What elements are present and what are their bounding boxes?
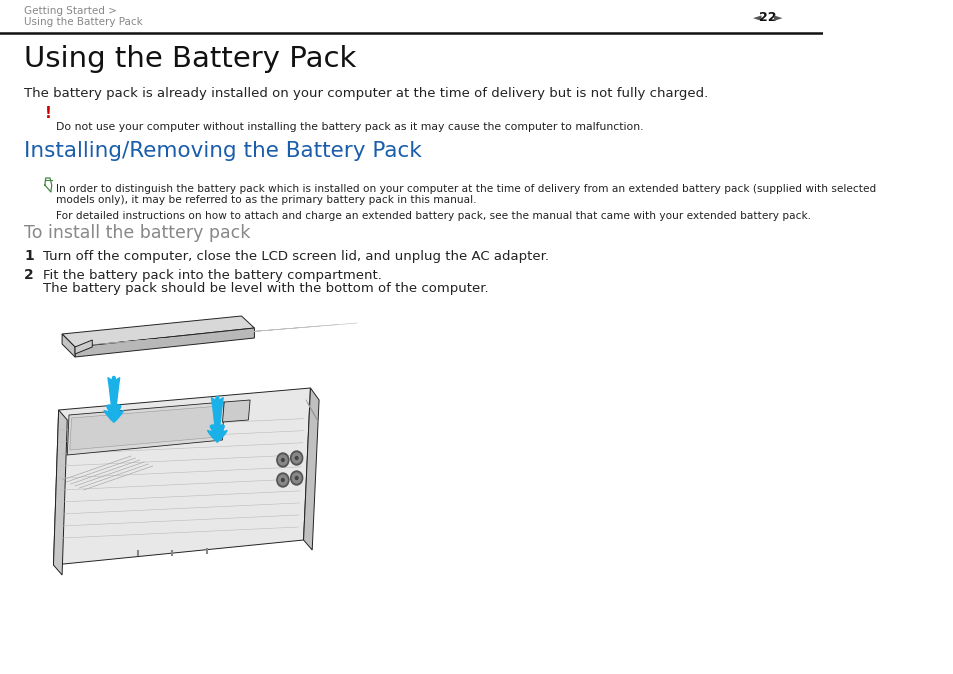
- Text: 2: 2: [24, 268, 34, 282]
- Circle shape: [276, 473, 289, 487]
- Polygon shape: [303, 388, 318, 550]
- Text: Turn off the computer, close the LCD screen lid, and unplug the AC adapter.: Turn off the computer, close the LCD scr…: [43, 250, 549, 263]
- Text: Using the Battery Pack: Using the Battery Pack: [24, 45, 356, 73]
- Text: models only), it may be referred to as the primary battery pack in this manual.: models only), it may be referred to as t…: [56, 195, 476, 205]
- Text: For detailed instructions on how to attach and charge an extended battery pack, : For detailed instructions on how to atta…: [56, 211, 810, 221]
- Polygon shape: [68, 402, 224, 455]
- Polygon shape: [70, 406, 220, 450]
- Circle shape: [278, 475, 287, 485]
- Text: 1: 1: [24, 249, 34, 263]
- Circle shape: [295, 477, 297, 479]
- Text: Installing/Removing the Battery Pack: Installing/Removing the Battery Pack: [24, 141, 421, 161]
- Circle shape: [291, 471, 302, 485]
- Circle shape: [278, 455, 287, 465]
- Text: 22: 22: [758, 11, 776, 24]
- Text: Do not use your computer without installing the battery pack as it may cause the: Do not use your computer without install…: [56, 122, 643, 132]
- Text: Using the Battery Pack: Using the Battery Pack: [24, 17, 143, 27]
- Text: To install the battery pack: To install the battery pack: [24, 224, 251, 242]
- Polygon shape: [75, 328, 254, 357]
- Circle shape: [281, 458, 284, 462]
- Circle shape: [292, 473, 300, 483]
- Text: The battery pack should be level with the bottom of the computer.: The battery pack should be level with th…: [43, 282, 488, 295]
- Circle shape: [276, 453, 289, 467]
- Text: Fit the battery pack into the battery compartment.: Fit the battery pack into the battery co…: [43, 269, 381, 282]
- Circle shape: [295, 456, 297, 460]
- Polygon shape: [62, 334, 75, 357]
- Polygon shape: [53, 388, 310, 565]
- Text: In order to distinguish the battery pack which is installed on your computer at : In order to distinguish the battery pack…: [56, 184, 876, 194]
- Text: ►: ►: [773, 13, 781, 23]
- Text: ◄: ◄: [752, 13, 760, 23]
- Circle shape: [292, 453, 300, 463]
- Polygon shape: [62, 316, 254, 347]
- Text: !: !: [45, 106, 51, 121]
- Circle shape: [281, 479, 284, 481]
- Polygon shape: [75, 340, 92, 354]
- Circle shape: [291, 451, 302, 465]
- Polygon shape: [222, 400, 250, 422]
- Polygon shape: [53, 410, 68, 575]
- Text: Getting Started >: Getting Started >: [24, 6, 117, 16]
- Text: The battery pack is already installed on your computer at the time of delivery b: The battery pack is already installed on…: [24, 87, 708, 100]
